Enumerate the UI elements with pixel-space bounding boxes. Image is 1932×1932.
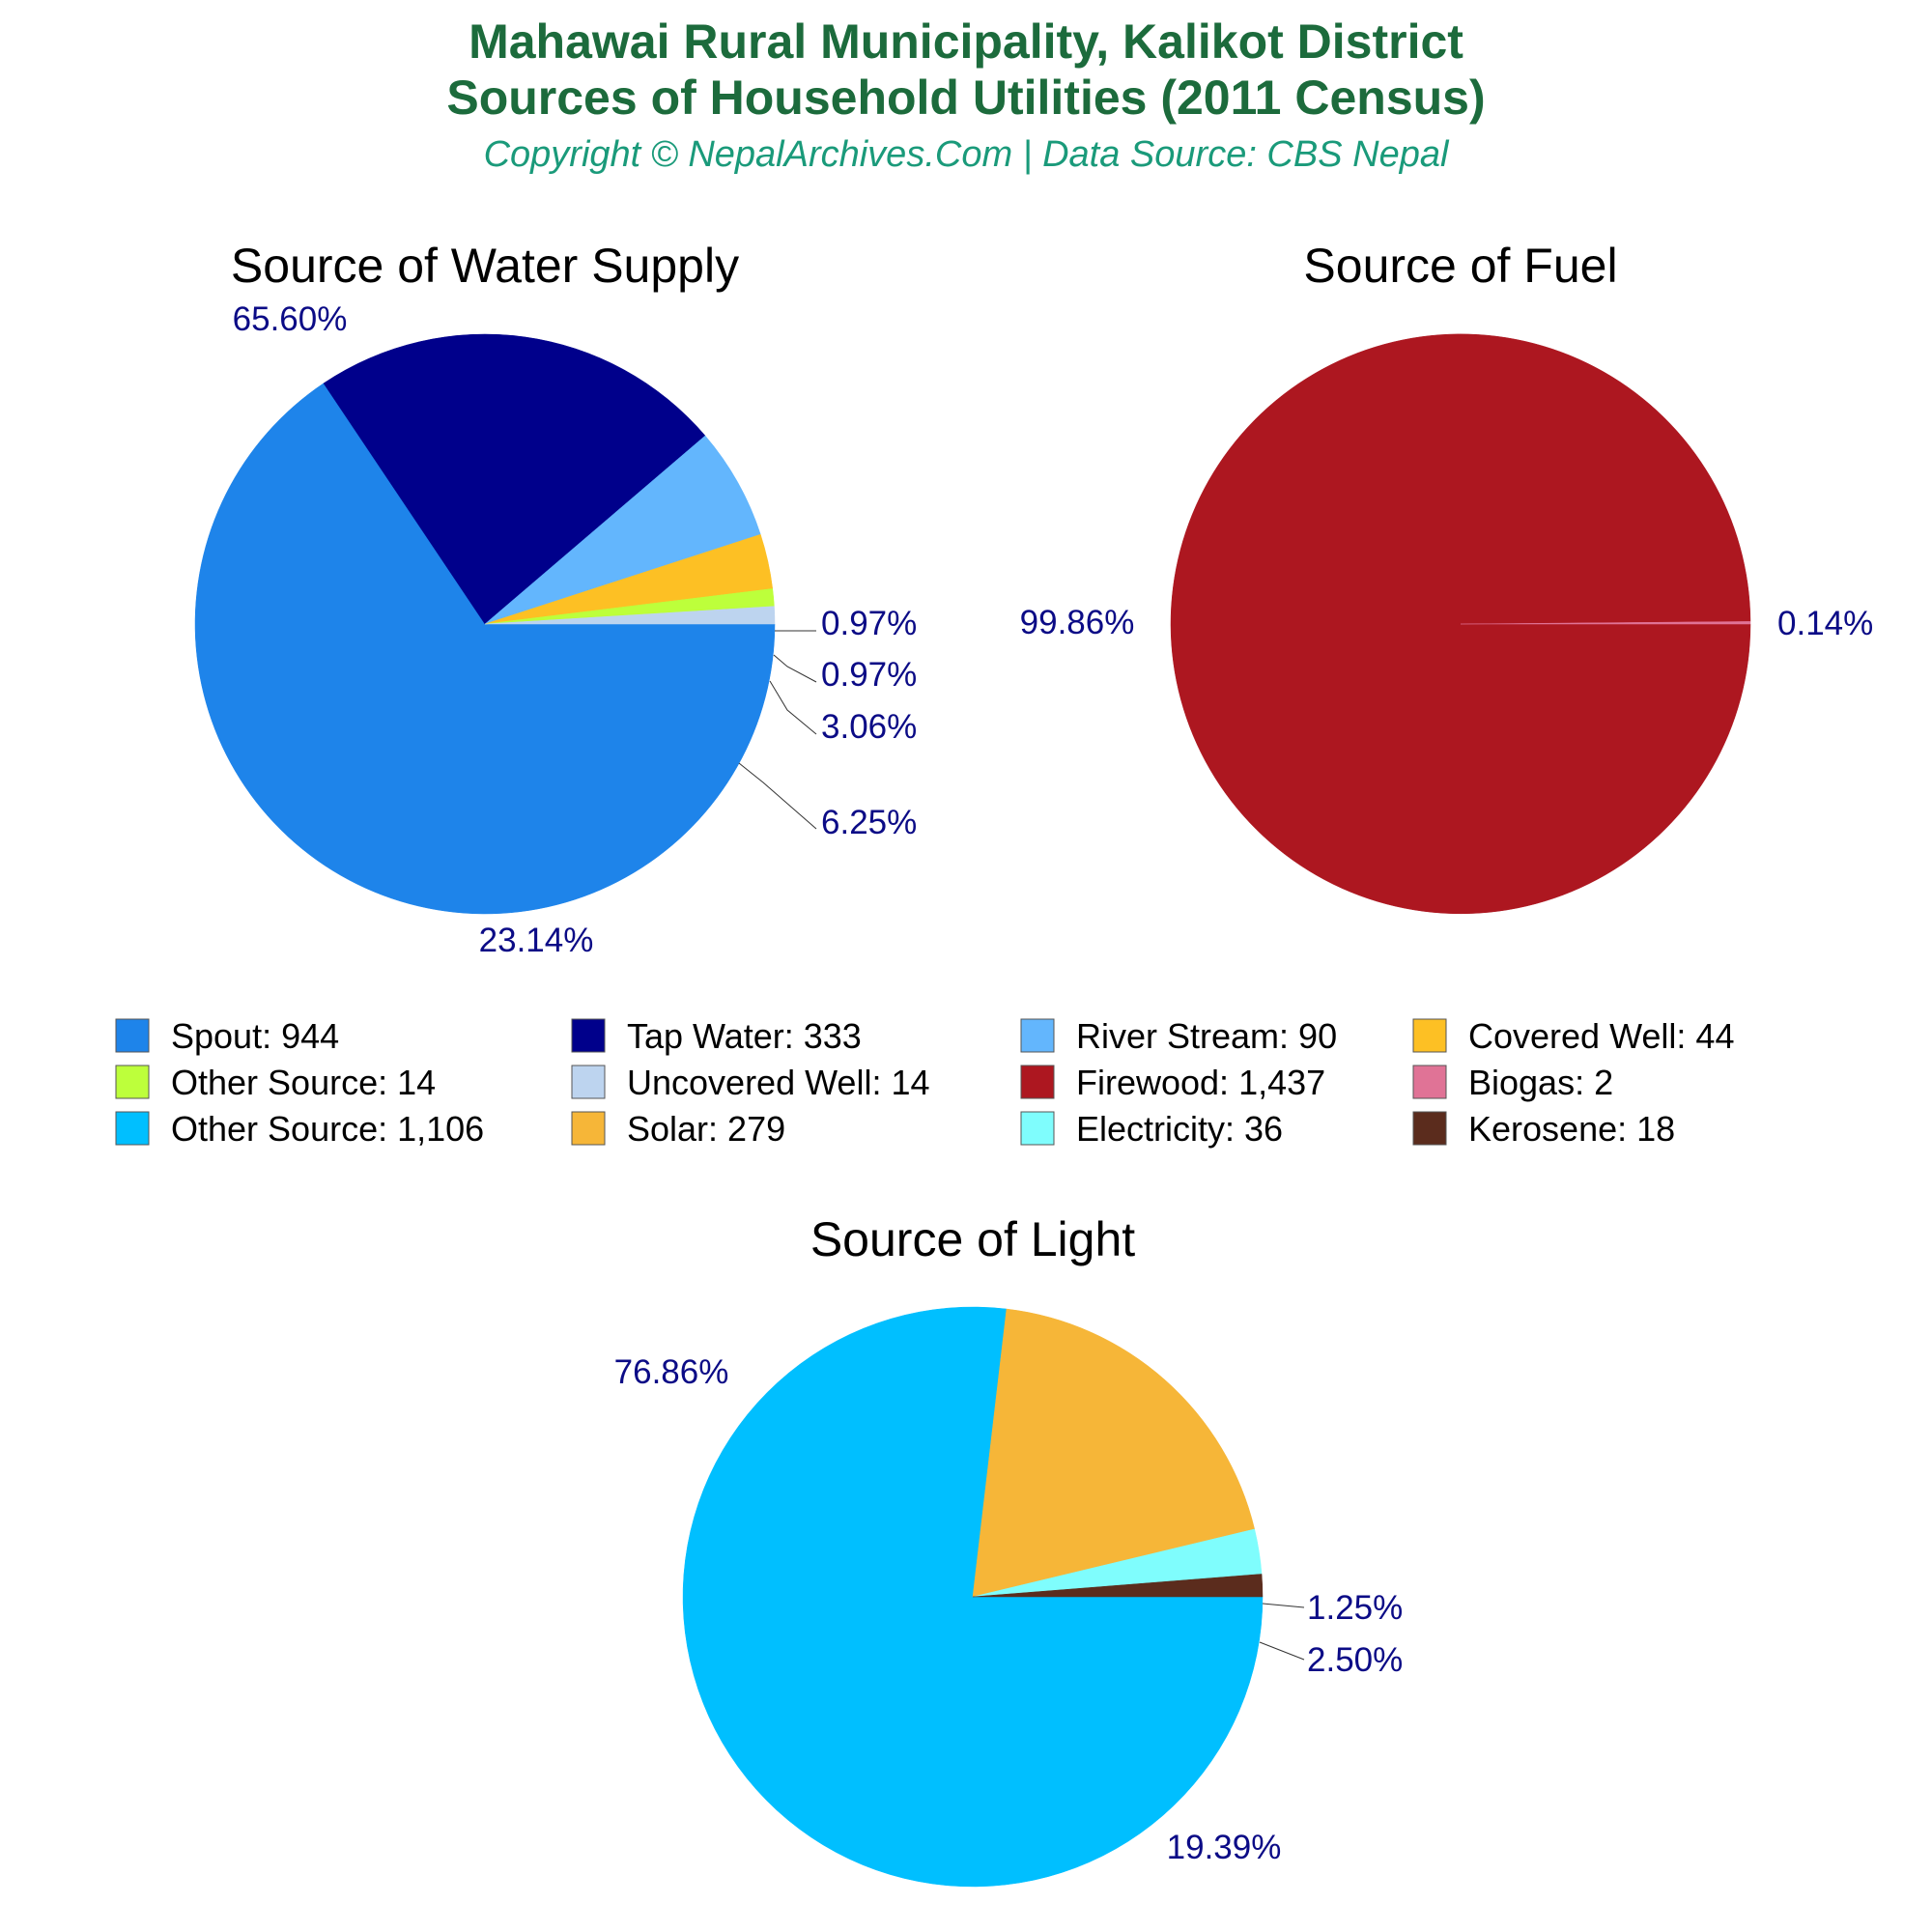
water-supply-pie-title: Source of Water Supply — [231, 239, 739, 293]
water-leader-line-river-stream — [738, 762, 817, 830]
legend-label-8: Other Source: 1,106 — [171, 1109, 484, 1149]
legend-label-6: Firewood: 1,437 — [1076, 1063, 1325, 1102]
legend-swatch-8 — [115, 1111, 150, 1146]
light-percent-label-kerosene: 1.25% — [1307, 1589, 1403, 1627]
legend-label-10: Electricity: 36 — [1076, 1109, 1283, 1149]
chart-header: Mahawai Rural Municipality, Kalikot Dist… — [0, 14, 1932, 182]
legend-swatch-1 — [571, 1018, 606, 1053]
legend-swatch-11 — [1412, 1111, 1447, 1146]
light-pie-title: Source of Light — [810, 1212, 1135, 1266]
legend-swatch-0 — [115, 1018, 150, 1053]
light-slice-solar — [972, 1308, 1256, 1598]
fuel-percent-label-firewood: 99.86% — [1020, 604, 1135, 641]
water-percent-label-other-source: 0.97% — [821, 656, 917, 694]
legend-label-9: Solar: 279 — [627, 1109, 785, 1149]
water-percent-label-uncovered-well: 0.97% — [821, 605, 917, 642]
light-pie: Source of Light 76.86% 19.39% 2.50% 1.25% — [614, 1212, 1403, 1888]
legend-swatch-6 — [1020, 1065, 1055, 1099]
legend-swatch-5 — [571, 1065, 606, 1099]
legend-swatch-2 — [1020, 1018, 1055, 1053]
legend-label-0: Spout: 944 — [171, 1016, 339, 1056]
light-percent-label-solar: 19.39% — [1167, 1829, 1282, 1866]
fuel-percent-label-biogas: 0.14% — [1777, 605, 1873, 642]
water-percent-label-spout: 65.60% — [233, 300, 348, 338]
light-slice-kerosene — [972, 1574, 1264, 1598]
light-percent-label-other-source: 76.86% — [614, 1353, 729, 1391]
fuel-slice-biogas — [1460, 621, 1751, 625]
legend-label-4: Other Source: 14 — [171, 1063, 436, 1102]
legend-swatch-3 — [1412, 1018, 1447, 1053]
legend-swatch-7 — [1412, 1065, 1447, 1099]
legend-label-11: Kerosene: 18 — [1468, 1109, 1675, 1149]
legend-label-1: Tap Water: 333 — [627, 1016, 862, 1056]
fuel-pie: Source of Fuel 99.86% 0.14% — [1020, 239, 1873, 915]
legend-label-7: Biogas: 2 — [1468, 1063, 1613, 1102]
legend: Spout: 944 Tap Water: 333 River Stream: 90… — [115, 1016, 1734, 1149]
water-slice-river-stream — [484, 435, 761, 625]
light-percent-label-electricity: 2.50% — [1307, 1641, 1403, 1679]
water-percent-label-covered-well: 3.06% — [821, 708, 917, 746]
legend-label-5: Uncovered Well: 14 — [627, 1063, 930, 1102]
legend-swatch-9 — [571, 1111, 606, 1146]
legend-swatch-10 — [1020, 1111, 1055, 1146]
water-leader-line-covered-well — [769, 680, 817, 735]
light-leader-line-electricity — [1259, 1641, 1305, 1661]
water-slice-spout — [194, 383, 776, 915]
water-percent-label-tap-water: 23.14% — [479, 922, 594, 959]
water-percent-label-river-stream: 6.25% — [821, 804, 917, 841]
chart-subtitle: Copyright © NepalArchives.Com | Data Sou… — [483, 134, 1449, 175]
light-leader-line-kerosene — [1262, 1603, 1305, 1608]
water-slice-uncovered-well — [484, 606, 776, 625]
water-leader-line-other-source — [773, 654, 817, 683]
water-slice-tap-water — [323, 333, 706, 625]
water-supply-pie: Source of Water Supply 65.60% 23.14% 6.25%… — [194, 239, 917, 959]
legend-label-2: River Stream: 90 — [1076, 1016, 1337, 1056]
chart-title-line-2: Sources of Household Utilities (2011 Cen… — [446, 71, 1486, 125]
fuel-pie-title: Source of Fuel — [1303, 239, 1617, 293]
legend-swatch-4 — [115, 1065, 150, 1099]
legend-label-3: Covered Well: 44 — [1468, 1016, 1734, 1056]
chart-title-line-1: Mahawai Rural Municipality, Kalikot Dist… — [469, 14, 1463, 69]
